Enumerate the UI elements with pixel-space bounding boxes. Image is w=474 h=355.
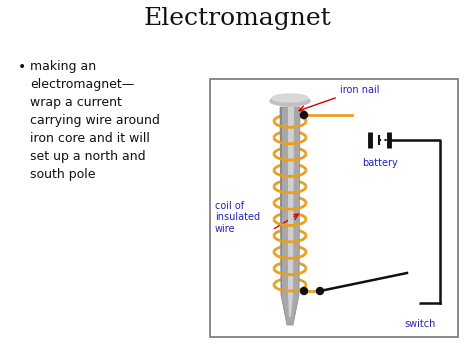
Polygon shape <box>288 107 294 317</box>
Circle shape <box>411 300 419 306</box>
Text: coil of
insulated
wire: coil of insulated wire <box>215 201 260 234</box>
Polygon shape <box>280 107 282 295</box>
Polygon shape <box>280 107 300 325</box>
Bar <box>210 79 458 337</box>
Text: iron nail: iron nail <box>340 85 380 95</box>
Circle shape <box>317 288 323 295</box>
Ellipse shape <box>270 96 310 106</box>
Text: Electromagnet: Electromagnet <box>143 7 331 30</box>
Text: battery: battery <box>362 158 398 168</box>
Circle shape <box>301 288 308 295</box>
Circle shape <box>301 111 308 119</box>
Text: •: • <box>18 60 26 74</box>
Text: making an
electromagnet—
wrap a current
carrying wire around
iron core and it wi: making an electromagnet— wrap a current … <box>30 60 160 181</box>
Text: switch: switch <box>404 319 436 329</box>
Ellipse shape <box>272 94 308 102</box>
